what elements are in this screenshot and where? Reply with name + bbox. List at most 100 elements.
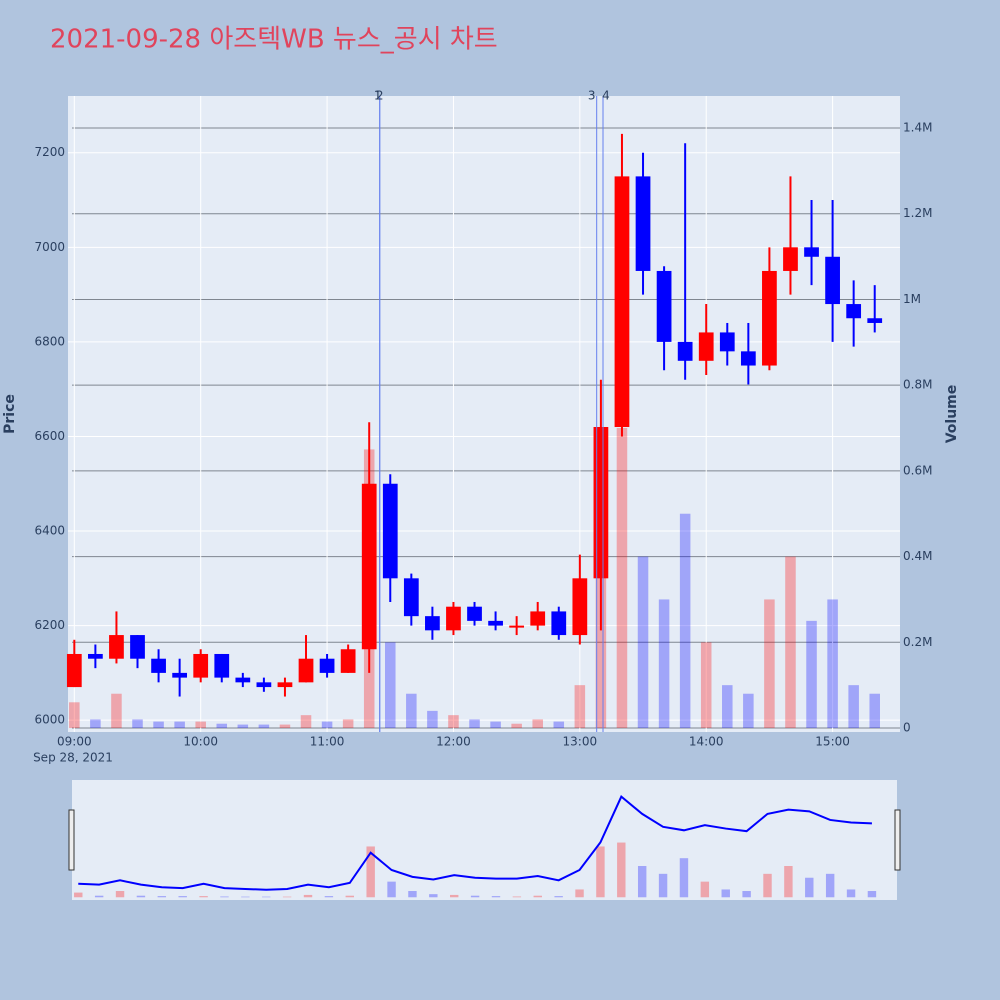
candle-body [235,677,251,683]
y-tick-label: 6800 [34,334,65,348]
mini-volume-bar [74,892,83,898]
volume-bar [195,721,206,729]
mini-volume-bar [303,894,313,898]
mini-volume-bar [617,842,626,898]
volume-bar [153,721,164,729]
mini-volume-bar [262,896,271,898]
y2-tick-label: 1M [903,292,921,306]
candle-body [446,606,461,631]
y-axis-title: Price [2,394,18,434]
plot-area [68,96,900,732]
candle-body [88,653,103,659]
candle-body [551,611,567,636]
volume-bar [69,702,80,729]
volume-bar [427,710,438,729]
mini-volume-bar [470,895,480,898]
volume-bar [869,693,880,729]
volume-bar [785,556,796,729]
candle-body [66,653,82,688]
x-tick-label: 10:00 [183,735,218,749]
candle-body [340,649,356,673]
y2-tick-label: 0 [903,721,911,735]
volume-bar [132,719,143,729]
candle-body [719,332,735,352]
candle-body [361,483,377,650]
candle-body [762,270,777,366]
y2-tick-label: 0.4M [903,549,932,563]
volume-bar [553,721,565,729]
candle-body [509,625,525,628]
slider-handle[interactable] [68,809,75,871]
volume-bar [722,685,733,729]
mini-volume-bar [846,889,856,898]
mini-volume-bar [178,896,187,898]
mini-volume-bar [575,889,584,898]
x-tick-label: 09:00 [57,735,92,749]
volume-bar [300,715,312,729]
mini-volume-bar [700,881,710,898]
mini-volume-bar [679,858,689,898]
volume-bar [342,719,354,729]
volume-bar [806,620,817,729]
volume-bar [679,513,691,729]
mini-volume-bar [763,873,772,898]
candle-body [698,332,714,361]
y-tick-label: 6000 [34,713,65,727]
volume-bar [469,719,480,729]
volume-bar [848,685,859,729]
mini-volume-bar [282,896,292,898]
volume-bar [279,724,291,729]
volume-bar [321,721,333,729]
volume-bar [216,723,228,729]
candle-body [467,606,482,621]
candle-body [804,247,819,257]
x-tick-label: 13:00 [563,735,598,749]
candle-body [825,256,840,305]
mini-volume-bar [157,896,167,898]
y-tick-label: 7200 [34,145,65,159]
x-date-label: Sep 28, 2021 [33,751,113,765]
mini-volume-bar [387,881,396,898]
candle-body [277,682,293,688]
range-slider[interactable] [72,780,897,900]
mini-volume-bar [533,895,542,898]
chart-title: 2021-09-28 아즈텍WB 뉴스_공시 차트 [50,25,498,55]
mini-volume-bar [94,895,104,898]
mini-volume-bar [867,891,877,898]
mini-volume-bar [345,895,354,898]
candle-body [488,620,503,626]
candle-body [172,672,188,678]
volume-bar [658,599,670,729]
mini-volume-bar [658,873,668,898]
candle-body [151,658,166,673]
volume-bar [743,693,754,729]
volume-bar [574,685,586,729]
candle-body [319,658,335,673]
candle-body [298,658,314,683]
mini-volume-bar [805,877,814,898]
candle-body [614,176,630,428]
y2-tick-label: 0.6M [903,463,932,477]
mini-volume-bar [241,896,250,898]
mini-volume-bar [784,866,793,898]
y2-axis-title: Volume [944,385,960,444]
volume-bar [616,428,628,729]
slider-handle[interactable] [894,809,901,871]
x-tick-label: 12:00 [436,735,471,749]
annotation-label: 3 [588,89,596,103]
candle-body [193,653,209,678]
mini-volume-bar [721,889,730,898]
candle-body [656,270,672,342]
mini-volume-bar [825,873,835,898]
volume-bar [237,724,249,729]
mini-volume-bar [742,891,751,898]
mini-volume-bar [554,896,563,898]
y2-tick-label: 1.2M [903,206,932,220]
y2-tick-label: 0.8M [903,378,932,392]
volume-bar [448,715,459,729]
candle-body [425,616,440,631]
mini-volume-bar [429,894,438,898]
volume-bar [700,642,712,729]
candle-body [382,483,398,579]
candle-body [593,427,609,579]
